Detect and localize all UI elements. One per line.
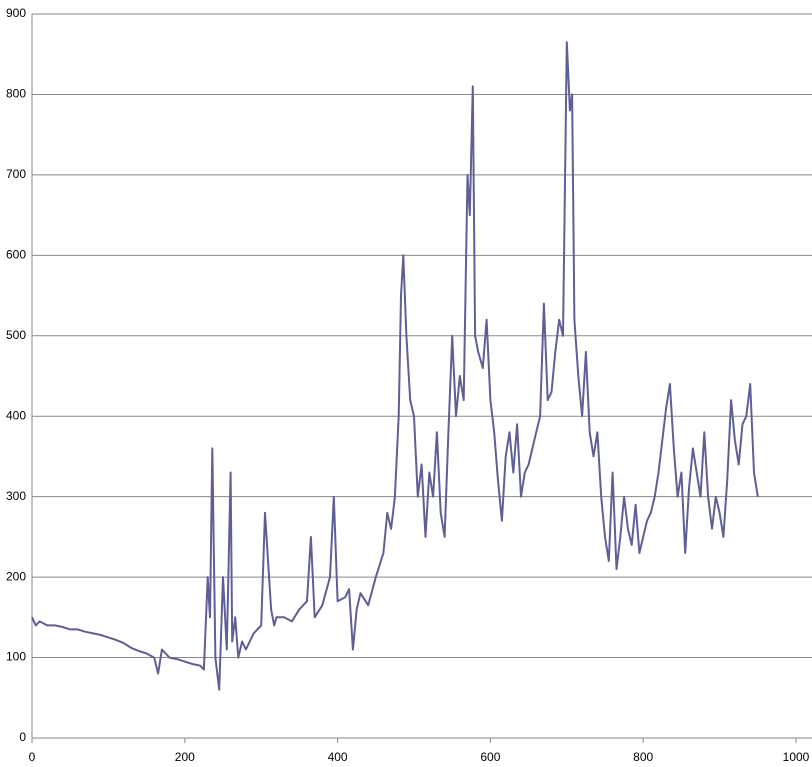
x-tick-label: 0 bbox=[29, 750, 36, 764]
x-tick-label: 1000 bbox=[783, 750, 810, 764]
x-tick-label: 600 bbox=[480, 750, 500, 764]
y-tick-label: 400 bbox=[6, 408, 26, 422]
y-tick-label: 200 bbox=[6, 569, 26, 583]
y-tick-label: 100 bbox=[6, 650, 26, 664]
y-tick-label: 0 bbox=[19, 730, 26, 744]
y-tick-label: 300 bbox=[6, 489, 26, 503]
x-tick-label: 400 bbox=[328, 750, 348, 764]
y-tick-label: 500 bbox=[6, 328, 26, 342]
y-tick-label: 900 bbox=[6, 6, 26, 20]
y-tick-label: 700 bbox=[6, 167, 26, 181]
x-tick-label: 800 bbox=[633, 750, 653, 764]
x-tick-label: 200 bbox=[175, 750, 195, 764]
line-series bbox=[31, 41, 759, 691]
y-tick-label: 800 bbox=[6, 87, 26, 101]
y-tick-label: 600 bbox=[6, 248, 26, 262]
